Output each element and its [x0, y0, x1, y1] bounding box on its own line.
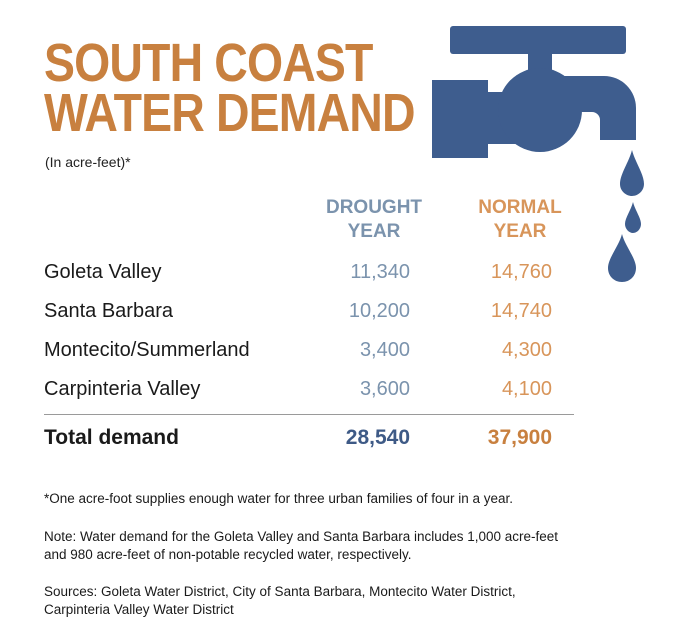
column-header-drought-year: DROUGHT YEAR [304, 196, 444, 244]
normal-value: 4,300 [501, 339, 552, 361]
normal-value: 14,760 [490, 261, 552, 283]
table-row: Goleta Valley 11,340 14,760 [44, 261, 564, 289]
total-normal-value: 37,900 [487, 426, 552, 449]
drought-header-line-2: YEAR [347, 221, 401, 242]
units-subtitle: (In acre-feet)* [45, 154, 131, 170]
row-label: Montecito/Summerland [44, 339, 250, 361]
row-label: Goleta Valley [44, 261, 162, 283]
normal-header-line-2: YEAR [493, 221, 547, 242]
total-divider [44, 414, 574, 415]
title-line-2: WATER DEMAND [44, 83, 415, 143]
normal-value: 4,100 [501, 378, 552, 400]
sources-line-2: Carpinteria Valley Water District [44, 602, 234, 617]
row-label: Santa Barbara [44, 300, 173, 322]
drought-value: 11,340 [350, 261, 410, 283]
drought-value: 3,600 [359, 378, 410, 400]
note-line-2: and 980 acre-feet of non-potable recycle… [44, 547, 412, 562]
normal-value: 14,740 [490, 300, 552, 322]
page-title: SOUTH COAST WATER DEMAND [44, 33, 415, 143]
table-row: Montecito/Summerland 3,400 4,300 [44, 339, 564, 367]
title-line-1: SOUTH COAST [44, 33, 373, 93]
sources-line-1: Sources: Goleta Water District, City of … [44, 584, 516, 599]
note-line-1: Note: Water demand for the Goleta Valley… [44, 529, 559, 544]
water-faucet-icon [432, 26, 644, 282]
table-row: Carpinteria Valley 3,600 4,100 [44, 378, 564, 406]
row-label: Carpinteria Valley [44, 378, 201, 400]
column-header-normal-year: NORMAL YEAR [450, 196, 590, 244]
total-row: Total demand 28,540 37,900 [44, 426, 564, 454]
normal-header-line-1: NORMAL [478, 197, 562, 218]
table-row: Santa Barbara 10,200 14,740 [44, 300, 564, 328]
total-label: Total demand [44, 426, 179, 449]
drought-value: 3,400 [359, 339, 410, 361]
drought-header-line-1: DROUGHT [325, 197, 423, 218]
total-drought-value: 28,540 [345, 426, 410, 449]
drought-value: 10,200 [348, 300, 410, 322]
sources-note: Sources: Goleta Water District, City of … [44, 583, 654, 619]
recycled-water-note: Note: Water demand for the Goleta Valley… [44, 528, 654, 564]
footnote: *One acre-foot supplies enough water for… [44, 491, 514, 506]
